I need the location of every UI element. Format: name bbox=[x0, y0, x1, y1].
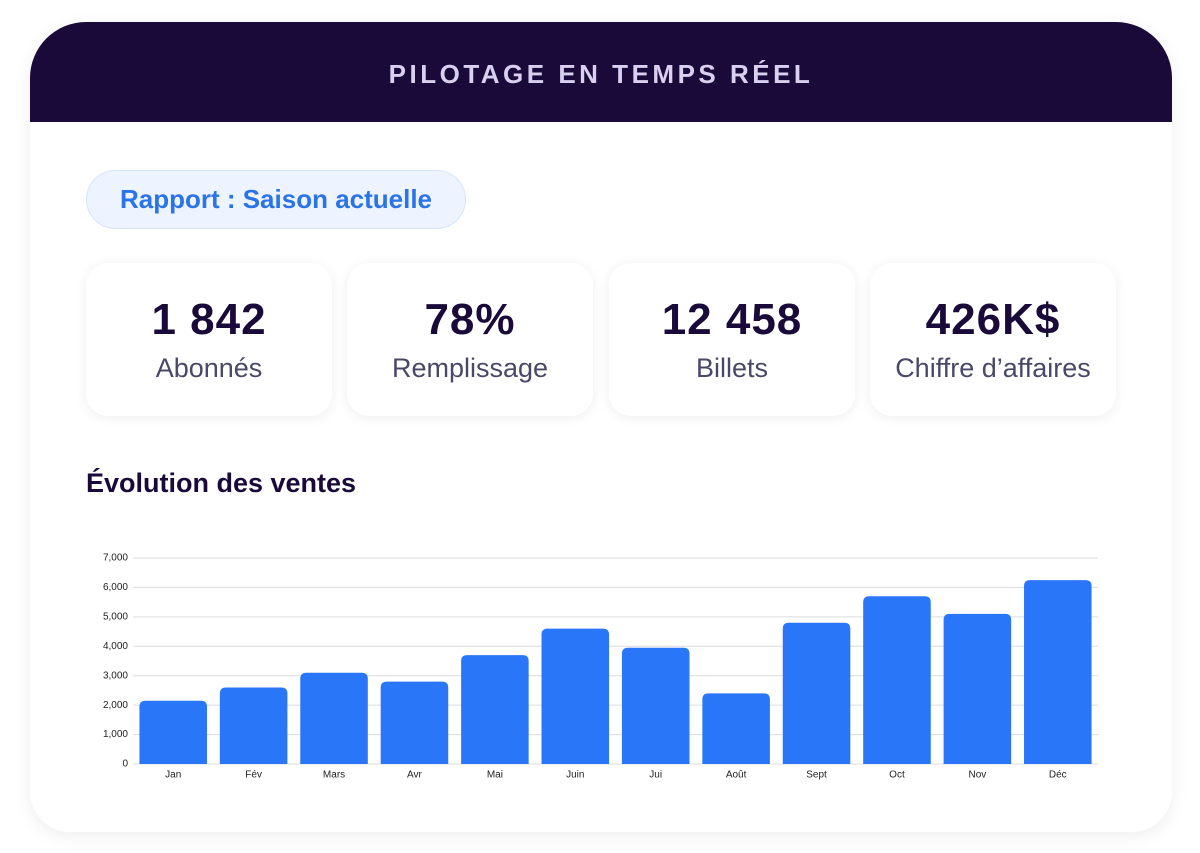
bar bbox=[461, 655, 529, 764]
bar bbox=[863, 596, 931, 764]
x-tick-label: Juin bbox=[566, 770, 584, 781]
y-tick-label: 3,000 bbox=[103, 670, 128, 681]
bar bbox=[782, 622, 851, 764]
x-tick-label: Mars bbox=[323, 770, 345, 781]
y-tick-label: 7,000 bbox=[103, 553, 128, 564]
y-tick-label: 1,000 bbox=[103, 729, 128, 740]
x-tick-label: Août bbox=[726, 770, 747, 781]
bar bbox=[621, 647, 690, 764]
kpi-label: Remplissage bbox=[391, 353, 549, 383]
bar bbox=[702, 693, 770, 764]
kpi-value: 78% bbox=[424, 295, 516, 344]
x-tick-label: Mai bbox=[487, 770, 503, 781]
x-tick-label: Nov bbox=[968, 770, 986, 781]
x-tick-label: Jui bbox=[649, 770, 662, 781]
x-tick-label: Avr bbox=[407, 770, 422, 781]
kpi-label: Chiffre d’affaires bbox=[895, 353, 1091, 383]
bar bbox=[300, 672, 368, 764]
kpi-value: 426K$ bbox=[925, 295, 1061, 344]
y-tick-label: 6,000 bbox=[103, 582, 128, 593]
y-tick-label: 5,000 bbox=[103, 611, 128, 622]
bar bbox=[541, 628, 610, 764]
kpi-label: Abonnés bbox=[155, 353, 263, 383]
kpi-card: 1 842 Abonnés bbox=[86, 263, 332, 416]
bar bbox=[380, 681, 449, 764]
x-tick-label: Sept bbox=[806, 770, 827, 781]
header-title: PILOTAGE EN TEMPS RÉEL bbox=[30, 22, 1172, 122]
y-tick-label: 2,000 bbox=[103, 700, 128, 711]
y-tick-label: 0 bbox=[122, 759, 128, 770]
bar bbox=[139, 700, 207, 764]
x-tick-label: Oct bbox=[889, 770, 905, 781]
bar bbox=[1024, 580, 1092, 764]
bar bbox=[219, 687, 288, 764]
x-tick-label: Déc bbox=[1049, 770, 1067, 781]
report-badge[interactable]: Rapport : Saison actuelle bbox=[86, 170, 466, 229]
kpi-card: 426K$ Chiffre d’affaires bbox=[870, 263, 1116, 416]
section-title: Évolution des ventes bbox=[86, 468, 357, 498]
kpi-card: 78% Remplissage bbox=[347, 263, 593, 416]
kpi-card: 12 458 Billets bbox=[609, 263, 855, 416]
kpi-value: 1 842 bbox=[151, 295, 267, 344]
x-tick-label: Jan bbox=[165, 770, 181, 781]
y-tick-label: 4,000 bbox=[103, 641, 128, 652]
bar bbox=[943, 613, 1012, 764]
kpi-value: 12 458 bbox=[661, 295, 803, 344]
kpi-label: Billets bbox=[695, 353, 769, 383]
x-tick-label: Fév bbox=[245, 770, 262, 781]
